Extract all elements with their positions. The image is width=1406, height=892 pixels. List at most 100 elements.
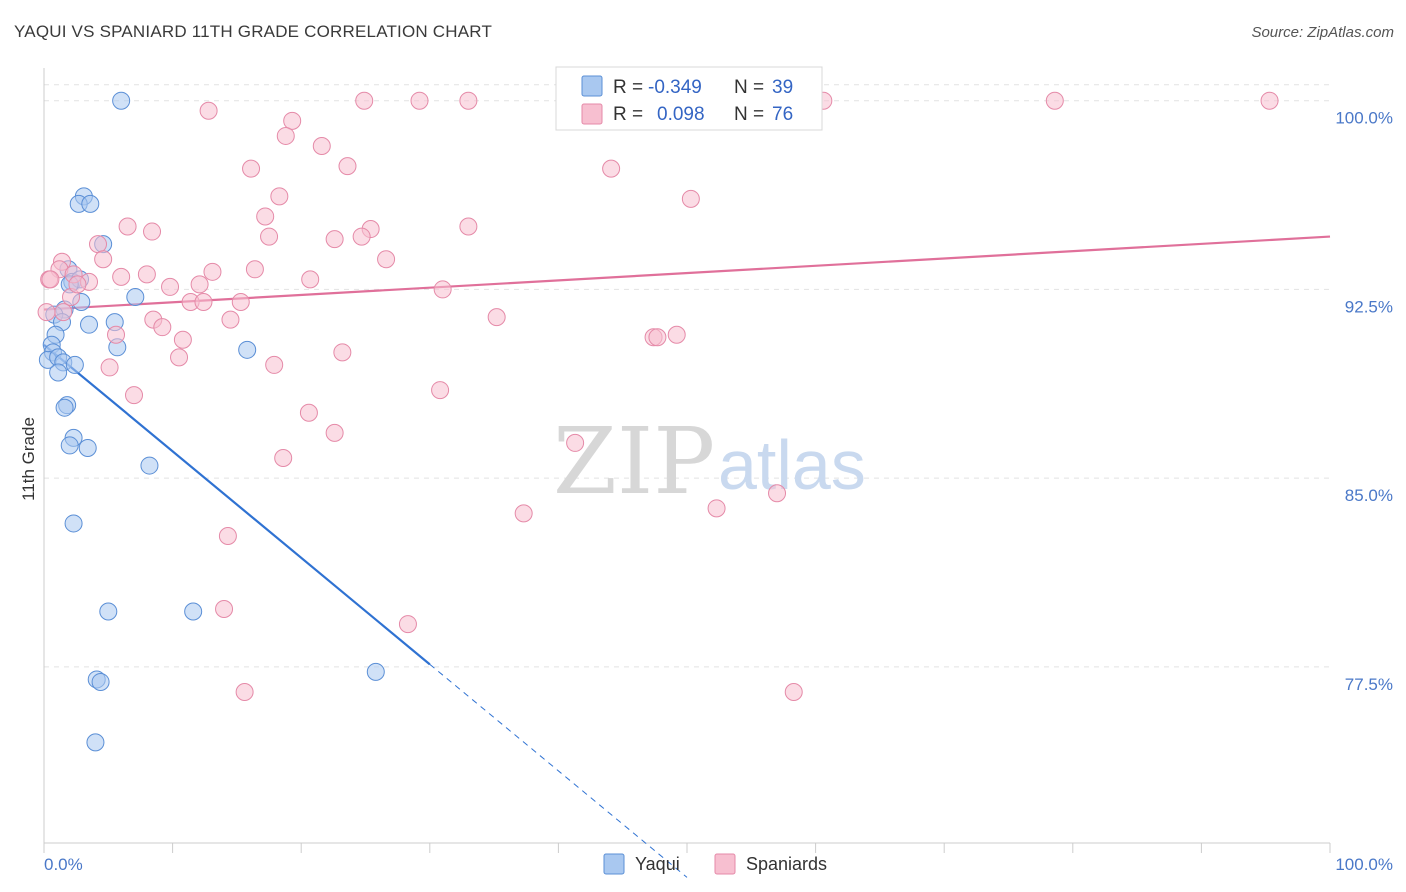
point-spaniards-57: [265, 355, 284, 374]
point-spaniards-58: [100, 358, 119, 377]
point-spaniards-40: [433, 280, 452, 299]
point-yaqui-29: [60, 436, 79, 455]
point-spaniards-60: [125, 386, 144, 405]
point-yaqui-22: [65, 355, 84, 374]
point-spaniards-70: [398, 615, 417, 634]
legend-n-yaqui: 39: [772, 77, 793, 98]
point-yaqui-3: [81, 194, 100, 213]
point-spaniards-28: [377, 250, 396, 269]
point-spaniards-8: [199, 101, 218, 120]
bottom-legend-swatch-spaniards: [714, 853, 736, 875]
tick-labels: 77.5% 85.0% 92.5% 100.0% 0.0% 100.0%: [44, 109, 1393, 874]
bottom-legend-yaqui: Yaqui: [635, 854, 680, 874]
y-tick-label-1: 85.0%: [1345, 486, 1393, 505]
point-spaniards-44: [231, 293, 250, 312]
point-spaniards-49: [107, 325, 126, 344]
grid-layer: [44, 84, 1330, 668]
point-spaniards-54: [667, 325, 686, 344]
point-yaqui-36: [91, 672, 110, 691]
point-spaniards-2: [459, 91, 478, 110]
point-spaniards-34: [245, 260, 264, 279]
point-spaniards-74: [37, 303, 56, 322]
legend-swatch-spaniards: [581, 103, 603, 125]
point-spaniards-64: [274, 449, 293, 468]
point-spaniards-15: [270, 187, 289, 206]
axes-layer: [43, 68, 1331, 853]
watermark-zip: ZIP: [553, 408, 715, 515]
point-spaniards-23: [325, 230, 344, 249]
point-spaniards-69: [215, 599, 234, 618]
trend-line-extension-yaqui: [429, 663, 688, 878]
point-spaniards-67: [707, 499, 726, 518]
x-tick-label-0: 0.0%: [44, 855, 83, 874]
point-spaniards-39: [301, 270, 320, 289]
point-spaniards-9: [283, 111, 302, 130]
chart-title: YAQUI VS SPANIARD 11TH GRADE CORRELATION…: [14, 22, 493, 41]
point-spaniards-12: [338, 157, 357, 176]
point-yaqui-25: [49, 363, 68, 382]
point-yaqui-31: [140, 456, 159, 475]
point-spaniards-37: [161, 277, 180, 296]
point-spaniards-53: [648, 328, 667, 347]
point-spaniards-0: [355, 91, 374, 110]
point-spaniards-72: [784, 683, 803, 702]
point-spaniards-27: [94, 250, 113, 269]
trend-line-yaqui: [43, 343, 431, 666]
legend: R = -0.349 N = 39 R = 0.098 N = 76: [555, 66, 823, 131]
point-yaqui-37: [366, 662, 385, 681]
point-yaqui-30: [78, 438, 97, 457]
point-spaniards-45: [54, 303, 73, 322]
point-spaniards-10: [276, 126, 295, 145]
point-yaqui-0: [112, 91, 131, 110]
point-spaniards-56: [333, 343, 352, 362]
watermark-atlas: atlas: [718, 426, 866, 504]
point-spaniards-43: [194, 293, 213, 312]
legend-r-label: R =: [613, 77, 643, 98]
point-spaniards-66: [514, 504, 533, 523]
point-yaqui-15: [126, 287, 145, 306]
point-spaniards-18: [118, 217, 137, 236]
bottom-legend-swatch-yaqui: [603, 853, 625, 875]
x-tick-label-1: 100.0%: [1335, 855, 1393, 874]
point-spaniards-13: [242, 159, 261, 178]
point-spaniards-65: [768, 484, 787, 503]
legend-swatch-yaqui: [581, 75, 603, 97]
trend-layer: [43, 235, 1331, 878]
point-spaniards-71: [235, 683, 254, 702]
bottom-legend-spaniards: Spaniards: [746, 854, 827, 874]
bottom-legend: Yaqui Spaniards: [603, 853, 827, 875]
point-spaniards-62: [325, 423, 344, 442]
point-yaqui-24: [238, 340, 257, 359]
point-yaqui-34: [184, 602, 203, 621]
point-yaqui-38: [86, 733, 105, 752]
point-spaniards-73: [41, 270, 60, 289]
point-spaniards-24: [352, 227, 371, 246]
legend-n-label: N =: [734, 77, 764, 98]
point-spaniards-1: [410, 91, 429, 110]
point-spaniards-33: [203, 262, 222, 281]
point-yaqui-32: [64, 514, 83, 533]
legend-r-spaniards: 0.098: [657, 104, 705, 125]
point-yaqui-27: [55, 398, 74, 417]
point-yaqui-33: [99, 602, 118, 621]
point-spaniards-16: [681, 189, 700, 208]
point-spaniards-32: [137, 265, 156, 284]
point-spaniards-22: [260, 227, 279, 246]
point-spaniards-47: [221, 310, 240, 329]
point-spaniards-59: [431, 381, 450, 400]
point-spaniards-63: [566, 433, 585, 452]
point-spaniards-55: [170, 348, 189, 367]
y-axis-title: 11th Grade: [19, 417, 38, 501]
point-spaniards-14: [602, 159, 621, 178]
legend-r-label-2: R =: [613, 104, 643, 125]
legend-n-label-2: N =: [734, 104, 764, 125]
point-spaniards-75: [68, 275, 87, 294]
y-tick-label-3: 100.0%: [1335, 109, 1393, 128]
point-spaniards-25: [89, 235, 108, 254]
point-spaniards-31: [112, 267, 131, 286]
point-spaniards-7: [1260, 91, 1279, 110]
point-spaniards-11: [312, 137, 331, 156]
legend-n-spaniards: 76: [772, 104, 793, 125]
watermark: ZIP atlas: [553, 408, 866, 515]
